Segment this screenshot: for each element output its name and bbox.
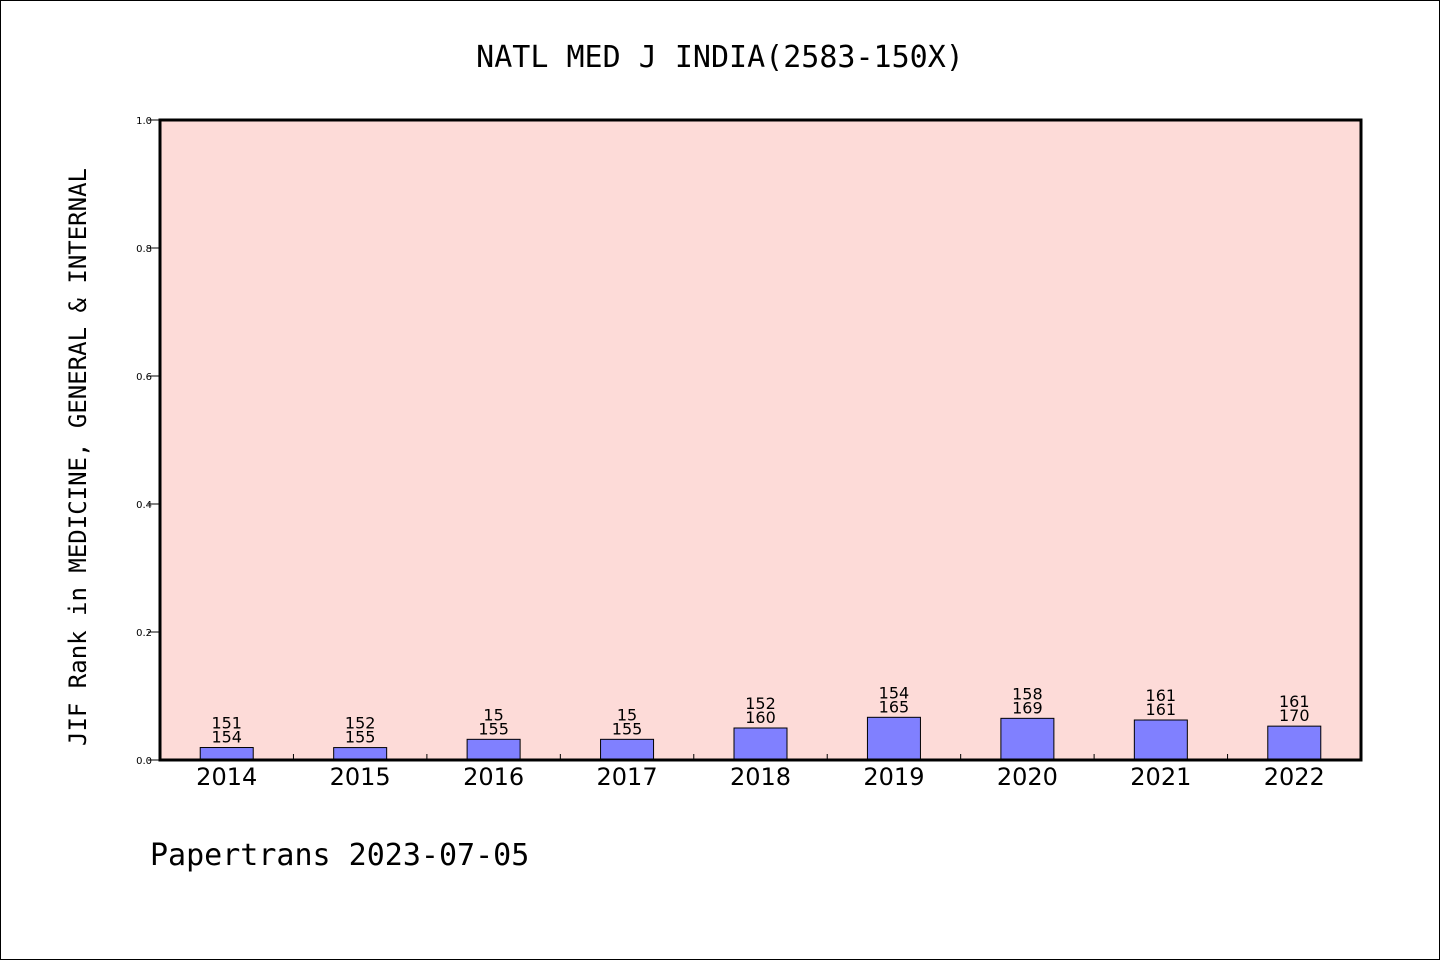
data-label-bottom: 155 [612, 719, 643, 738]
data-label-top: 152 [345, 714, 376, 733]
y-tick-label: 0.8 [136, 244, 152, 255]
bar [1000, 717, 1055, 761]
plot-area [158, 118, 1363, 762]
y-tick-label: 0.4 [136, 500, 152, 511]
x-tick-label: 2014 [196, 763, 257, 791]
x-tick-label: 2020 [997, 763, 1058, 791]
x-tick-label: 2015 [330, 763, 391, 791]
bar [199, 747, 254, 761]
x-ticks: 2014 2015 2016 2017 2018 2019 2020 2021 2022 [196, 754, 1325, 791]
x-tick-label: 2016 [463, 763, 524, 791]
data-label-bottom: 155 [345, 728, 376, 747]
data-label-bottom: 154 [211, 728, 242, 747]
bars: 1511541521551515515155152160154165158169… [199, 683, 1322, 761]
plot-area [158, 118, 1363, 762]
y-ticks: 0.0 0.2 0.4 0.6 0.8 1.0 [136, 116, 160, 767]
y-tick-label: 0.0 [136, 756, 152, 767]
data-label-top: 158 [1012, 684, 1043, 703]
bar [466, 738, 521, 761]
data-label-bottom: 170 [1279, 706, 1310, 725]
data-label-bottom: 160 [745, 708, 776, 727]
x-tick-label: 2018 [730, 763, 791, 791]
data-label-top: 161 [1279, 692, 1310, 711]
bar [333, 747, 388, 761]
y-axis-label: JIF Rank in MEDICINE, GENERAL & INTERNAL [64, 168, 92, 746]
data-label-top: 152 [745, 694, 776, 713]
data-label-bottom: 165 [879, 697, 910, 716]
data-label-top: 15 [617, 705, 637, 724]
footer-text: Papertrans 2023-07-05 [150, 838, 529, 873]
y-tick-label: 1.0 [136, 116, 152, 127]
data-label-bottom: 169 [1012, 698, 1043, 717]
y-tick-label: 0.6 [136, 372, 152, 383]
x-tick-label: 2022 [1264, 763, 1325, 791]
data-label-top: 154 [879, 683, 910, 702]
bar [1133, 719, 1188, 761]
data-label-top: 15 [483, 705, 503, 724]
bar [733, 727, 788, 761]
data-label-bottom: 155 [478, 719, 509, 738]
bar [600, 738, 655, 761]
data-label-top: 151 [211, 714, 242, 733]
bar [866, 716, 921, 761]
x-tick-label: 2019 [863, 763, 924, 791]
chart-title: NATL MED J INDIA(2583-150X) [476, 40, 964, 75]
bar [1267, 725, 1322, 761]
data-label-top: 161 [1146, 686, 1177, 705]
x-tick-label: 2017 [597, 763, 658, 791]
y-tick-label: 0.2 [136, 628, 152, 639]
x-tick-label: 2021 [1130, 763, 1191, 791]
data-label-bottom: 161 [1146, 700, 1177, 719]
